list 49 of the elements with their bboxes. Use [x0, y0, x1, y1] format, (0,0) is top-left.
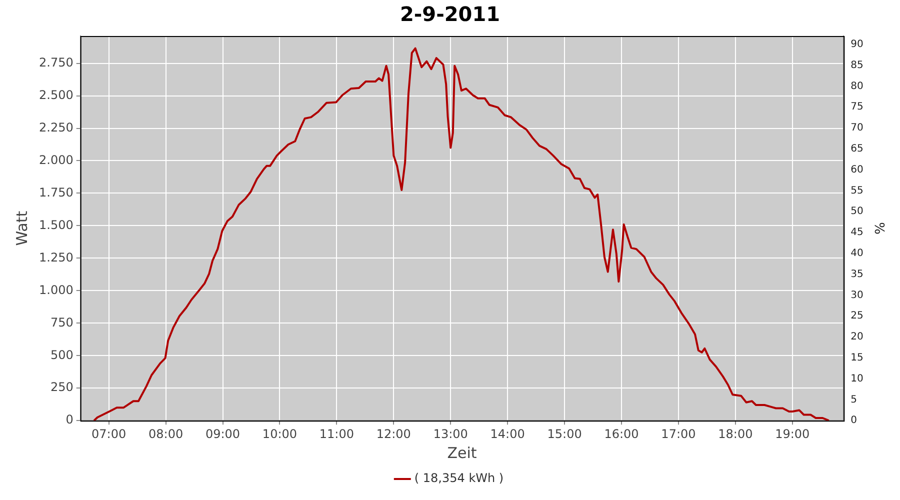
legend-label: ( 18,354 kWh )	[414, 471, 504, 486]
y-tick-label: 500	[50, 348, 74, 362]
x-tick-label: 07:00	[92, 426, 126, 441]
x-tick-label: 10:00	[262, 426, 298, 441]
y-axis-title: Watt	[12, 210, 31, 246]
y2-tick-label: 25	[850, 310, 864, 322]
y2-tick-label: 35	[850, 268, 864, 280]
y-tick-label: 2.250	[38, 120, 74, 134]
x-tick-label: 17:00	[661, 426, 696, 441]
y2-tick-label: 5	[850, 394, 858, 406]
y2-tick-label: 85	[850, 60, 864, 71]
y-tick-label: 250	[50, 380, 74, 394]
y2-tick-label: 50	[850, 206, 864, 218]
x-tick-label: 09:00	[205, 426, 240, 441]
y2-tick-label: 0	[850, 415, 858, 426]
y2-tick-label: 60	[850, 164, 864, 176]
x-tick-label: 11:00	[319, 426, 354, 441]
y-tick-label: 1.500	[38, 218, 74, 232]
y2-axis-title: %	[870, 222, 886, 234]
x-tick-label: 16:00	[604, 426, 639, 441]
y2-tick-label: 15	[850, 352, 864, 364]
y2-tick-label: 30	[850, 290, 864, 301]
y2-tick-label: 75	[850, 102, 864, 113]
y-tick-label: 1.750	[38, 185, 74, 200]
y2-tick-label: 10	[850, 373, 864, 384]
chart-title: 2-9-2011	[400, 2, 500, 26]
y2-tick-label: 45	[850, 227, 864, 238]
x-tick-label: 13:00	[433, 426, 468, 441]
y2-tick-label: 90	[850, 38, 864, 50]
y-tick-label: 1.000	[38, 282, 74, 297]
x-tick-label: 12:00	[376, 426, 411, 441]
y2-tick-label: 65	[850, 143, 864, 154]
x-tick-label: 19:00	[775, 426, 810, 441]
x-axis-title: Zeit	[447, 444, 477, 462]
y2-tick-label: 55	[850, 185, 864, 196]
y-tick-label: 2.750	[38, 55, 74, 70]
y-tick-label: 2.000	[38, 152, 74, 167]
y-tick-label: 0	[66, 412, 74, 427]
x-tick-label: 08:00	[148, 426, 184, 441]
x-tick-label: 14:00	[490, 426, 525, 441]
x-tick-label: 15:00	[547, 426, 582, 441]
y2-tick-label: 40	[850, 248, 864, 259]
y2-tick-label: 80	[850, 80, 864, 92]
y-tick-label: 1.250	[38, 250, 74, 264]
y2-tick-label: 70	[850, 122, 864, 134]
y-tick-label: 750	[50, 315, 74, 330]
x-tick-label: 18:00	[718, 426, 753, 441]
y2-tick-label: 20	[850, 332, 864, 343]
y-tick-label: 2.500	[38, 88, 74, 102]
